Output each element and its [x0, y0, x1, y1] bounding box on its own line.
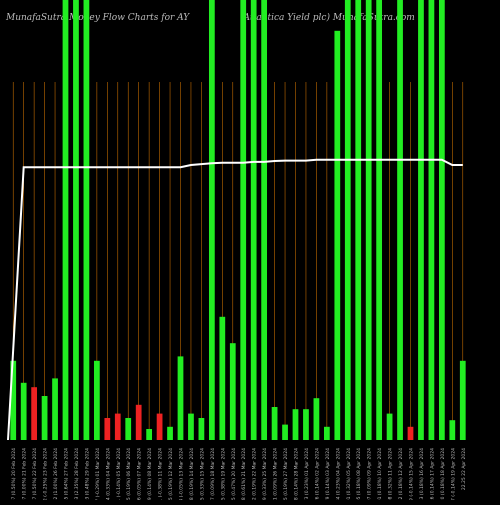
x-tick-label: 20.07 (0.00%) 21 Feb 2024: [22, 448, 28, 500]
bar-inflow: [52, 378, 58, 440]
bar-inflow: [198, 418, 205, 440]
x-axis-labels: 20.07 (0.50%) 20 Feb 2024 20.07 (0.00%) 2…: [11, 448, 467, 505]
bar-inflow: [83, 0, 90, 440]
bar-inflow: [208, 0, 215, 440]
x-tick-label: 22.13 (0.18%) 16 Apr 2024: [419, 448, 425, 500]
bar-inflow: [261, 0, 268, 440]
x-tick-label: 21.52 (0.19%) 22 Mar 2024: [252, 448, 258, 500]
bar-inflow: [459, 360, 466, 440]
x-tick-label: 21.76 (0.14%) 02 Apr 2024: [314, 448, 320, 500]
bar-outflow: [156, 413, 163, 440]
bar-inflow: [386, 413, 393, 440]
x-tick-label: 21.15 (0.33%) 15 Mar 2024: [199, 448, 205, 500]
x-tick-label: 21.97 (0.09%) 09 Apr 2024: [367, 448, 373, 500]
bar-inflow: [177, 356, 184, 440]
bar-inflow: [41, 396, 48, 440]
x-tick-label: 20.97 (-0.29%) 01 Mar 2024: [95, 448, 101, 500]
bar-inflow: [240, 0, 247, 440]
x-tick-label: 21.95 (0.18%) 08 Apr 2024: [356, 448, 362, 500]
bar-inflow: [282, 424, 288, 440]
bar-inflow: [303, 409, 309, 440]
bar-inflow: [334, 30, 341, 441]
bar-inflow: [93, 360, 100, 440]
x-tick-label: 21.06 (0.05%) 07 Mar 2024: [137, 448, 143, 500]
x-tick-label: 20.07 (0.50%) 20 Feb 2024: [11, 448, 17, 500]
bar-outflow: [407, 426, 414, 440]
x-tick-label: 22.09 (-0.14%) 15 Apr 2024: [409, 448, 415, 500]
bar-inflow: [250, 0, 257, 440]
bar-inflow: [62, 0, 69, 440]
x-tick-label: 20.32 (1.00%) 26 Feb 2024: [53, 448, 59, 500]
x-tick-label: 21.01 (-0.14%) 05 Mar 2024: [116, 448, 122, 500]
bar-inflow: [449, 420, 456, 440]
bar-inflow: [73, 0, 79, 440]
chart-title-right: (Atlantica Yield plc) MunafaSutra.com: [240, 12, 415, 23]
x-tick-label: 21.61 (0.09%) 26 Mar 2024: [273, 448, 279, 500]
close-line: [7, 158, 463, 441]
x-tick-label: 20.45 (0.64%) 27 Feb 2024: [64, 448, 70, 500]
x-tick-label: 21.48 (0.61%) 21 Mar 2024: [241, 448, 247, 500]
x-tick-label: 20.93 (2.35%) 28 Feb 2024: [74, 448, 80, 500]
bar-inflow: [355, 0, 362, 440]
x-tick-label: 21.01 (-0.38%) 11 Mar 2024: [158, 448, 164, 500]
x-tick-label: 22.17 (-0.14%) 19 Apr 2024: [450, 448, 456, 500]
bar-inflow: [271, 407, 278, 440]
x-tick-label: 21.04 (-0.05%) 13 Mar 2024: [179, 448, 185, 500]
bar-outflow: [104, 418, 111, 440]
bar-inflow: [229, 343, 236, 440]
x-tick-label: 21.73 (0.23%) 01 Apr 2024: [304, 448, 310, 500]
bar-outflow: [31, 387, 38, 440]
bar-inflow: [344, 0, 351, 440]
bar-inflow: [397, 0, 403, 440]
close-price-line: [7, 158, 463, 441]
x-tick-label: 21.84 (0.23%) 04 Apr 2024: [335, 448, 341, 500]
bar-inflow: [188, 413, 194, 440]
bar-inflow: [125, 418, 132, 440]
x-tick-label: 21.08 (0.19%) 14 Mar 2024: [189, 448, 195, 500]
x-tick-label: 21.65 (0.19%) 27 Mar 2024: [283, 448, 289, 500]
chart-title-left: MunafaSutra Money Flow Charts for AY: [5, 13, 190, 23]
bar-inflow: [438, 0, 445, 440]
bar-inflow: [428, 0, 435, 440]
x-tick-label: 21.09 (0.14%) 08 Mar 2024: [147, 448, 153, 500]
x-tick-label: 21.35 (0.47%) 20 Mar 2024: [231, 448, 237, 500]
x-tick-label: 21.04 (0.33%) 04 Mar 2024: [105, 448, 111, 500]
x-tick-label: 22.12 (0.18%) 12 Apr 2024: [398, 448, 404, 500]
bars: [10, 0, 466, 441]
bar-inflow: [365, 0, 372, 440]
bar-inflow: [219, 316, 226, 440]
x-tick-label: 21.17 (0.09%) 18 Mar 2024: [210, 448, 216, 500]
bar-outflow: [135, 404, 142, 440]
x-tick-label: 21.03 (0.48%) 29 Feb 2024: [84, 448, 90, 500]
bar-inflow: [167, 426, 173, 440]
x-tick-label: 21.25 (0.38%) 19 Mar 2024: [220, 448, 226, 500]
bar-inflow: [292, 409, 299, 440]
x-tick-label: 22.16 (0.14%) 17 Apr 2024: [429, 448, 435, 500]
x-tick-label: 22.25 22 Apr 2024: [461, 448, 467, 490]
x-tick-label: 21.05 (0.19%) 06 Mar 2024: [126, 448, 132, 500]
x-tick-label: 21.79 (0.14%) 03 Apr 2024: [325, 448, 331, 500]
bar-inflow: [146, 429, 153, 440]
x-tick-label: 21.59 (0.33%) 25 Mar 2024: [262, 448, 268, 500]
x-tick-label: 21.91 (0.32%) 05 Apr 2024: [346, 448, 352, 500]
x-tick-label: 21.68 (0.14%) 28 Mar 2024: [294, 448, 300, 500]
x-tick-label: 22.20 (0.18%) 18 Apr 2024: [440, 448, 446, 500]
bar-inflow: [20, 382, 27, 440]
bar-inflow: [376, 0, 383, 440]
x-tick-label: 21.05 (0.19%) 12 Mar 2024: [168, 448, 174, 500]
bar-inflow: [323, 426, 330, 440]
x-tick-label: 22.08 (0.32%) 11 Apr 2024: [388, 448, 394, 500]
bar-inflow: [10, 360, 17, 440]
x-tick-label: 20.17 (0.50%) 22 Feb 2024: [32, 448, 38, 500]
bar-inflow: [313, 398, 320, 440]
x-tick-label: 20.12 (-0.25%) 23 Feb 2024: [43, 448, 49, 500]
bar-outflow: [114, 413, 121, 440]
bar-inflow: [418, 0, 424, 440]
x-tick-label: 22.01 (0.18%) 10 Apr 2024: [377, 448, 383, 500]
